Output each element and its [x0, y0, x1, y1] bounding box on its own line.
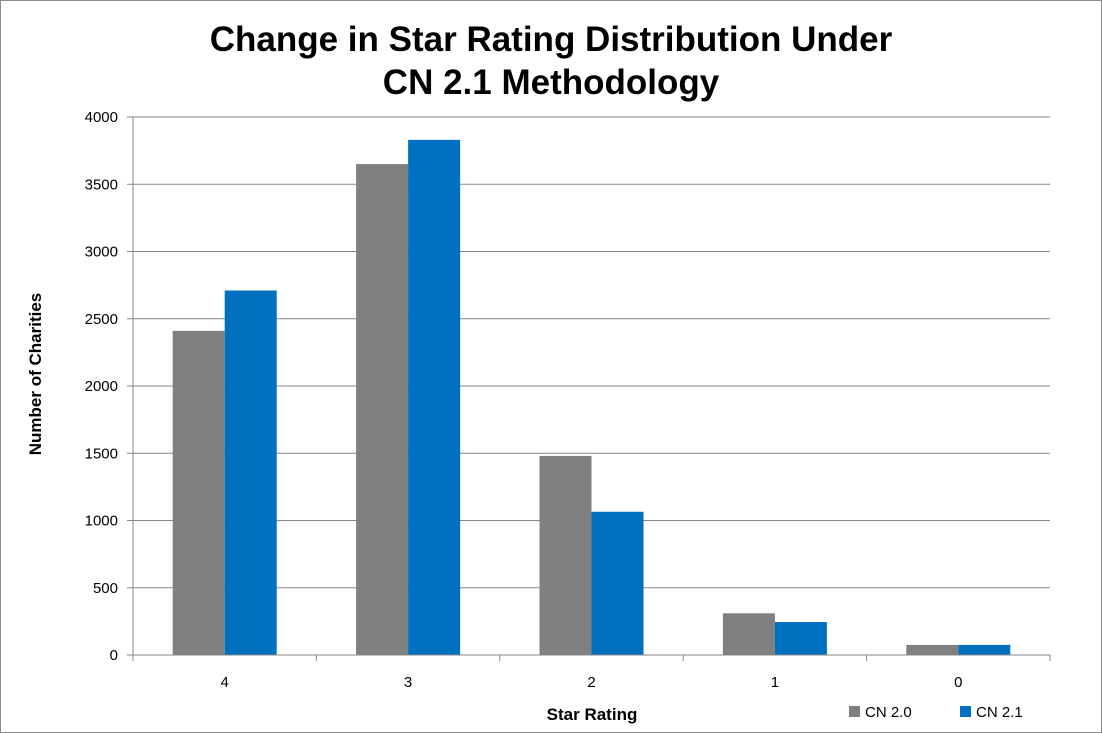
- y-tick-label: 2000: [85, 378, 118, 395]
- x-axis-title: Star Rating: [547, 705, 638, 724]
- y-tick-label: 1500: [85, 445, 118, 462]
- legend-swatch-cn20: [849, 706, 860, 717]
- legend-label-cn21: CN 2.1: [976, 704, 1023, 721]
- bars: [172, 139, 1011, 656]
- legend-swatch-cn21: [960, 706, 971, 717]
- bar-cn-2-0-rating-1: [722, 613, 775, 655]
- bar-cn-2-1-rating-0: [958, 644, 1011, 655]
- y-tick-label: 4000: [85, 109, 118, 126]
- y-tick-labels: 0 500 1000 1500 2000 2500 3000 3500 4000: [85, 109, 118, 664]
- y-tick-label: 2500: [85, 311, 118, 328]
- bar-cn-2-1-rating-3: [408, 139, 461, 656]
- bar-cn-2-0-rating-0: [906, 644, 959, 655]
- bar-cn-2-0-rating-3: [356, 164, 409, 655]
- x-tick-label: 2: [587, 674, 595, 691]
- gridlines: [133, 116, 1050, 589]
- x-tick-labels: 4 3 2 1 0: [221, 674, 963, 691]
- bar-cn-2-1-rating-1: [774, 622, 827, 655]
- y-tick-label: 500: [93, 580, 118, 597]
- bar-cn-2-1-rating-4: [224, 290, 277, 655]
- y-tick-label: 3000: [85, 244, 118, 261]
- axes: [127, 116, 1051, 661]
- legend-label-cn20: CN 2.0: [865, 704, 912, 721]
- x-tick-label: 4: [221, 674, 229, 691]
- chart-title-line-2: CN 2.1 Methodology: [383, 63, 720, 102]
- x-tick-label: 0: [954, 674, 962, 691]
- bar-cn-2-0-rating-4: [172, 330, 225, 655]
- bar-cn-2-0-rating-2: [539, 455, 592, 655]
- legend: CN 2.0 CN 2.1: [849, 704, 1023, 721]
- y-tick-label: 3500: [85, 176, 118, 193]
- x-tick-label: 3: [404, 674, 412, 691]
- y-tick-label: 1000: [85, 513, 118, 530]
- x-tick-label: 1: [771, 674, 779, 691]
- y-axis-title: Number of Charities: [26, 293, 45, 455]
- bar-cn-2-1-rating-2: [591, 511, 644, 655]
- y-tick-label: 0: [110, 647, 118, 664]
- chart-title-line-1: Change in Star Rating Distribution Under: [210, 20, 893, 59]
